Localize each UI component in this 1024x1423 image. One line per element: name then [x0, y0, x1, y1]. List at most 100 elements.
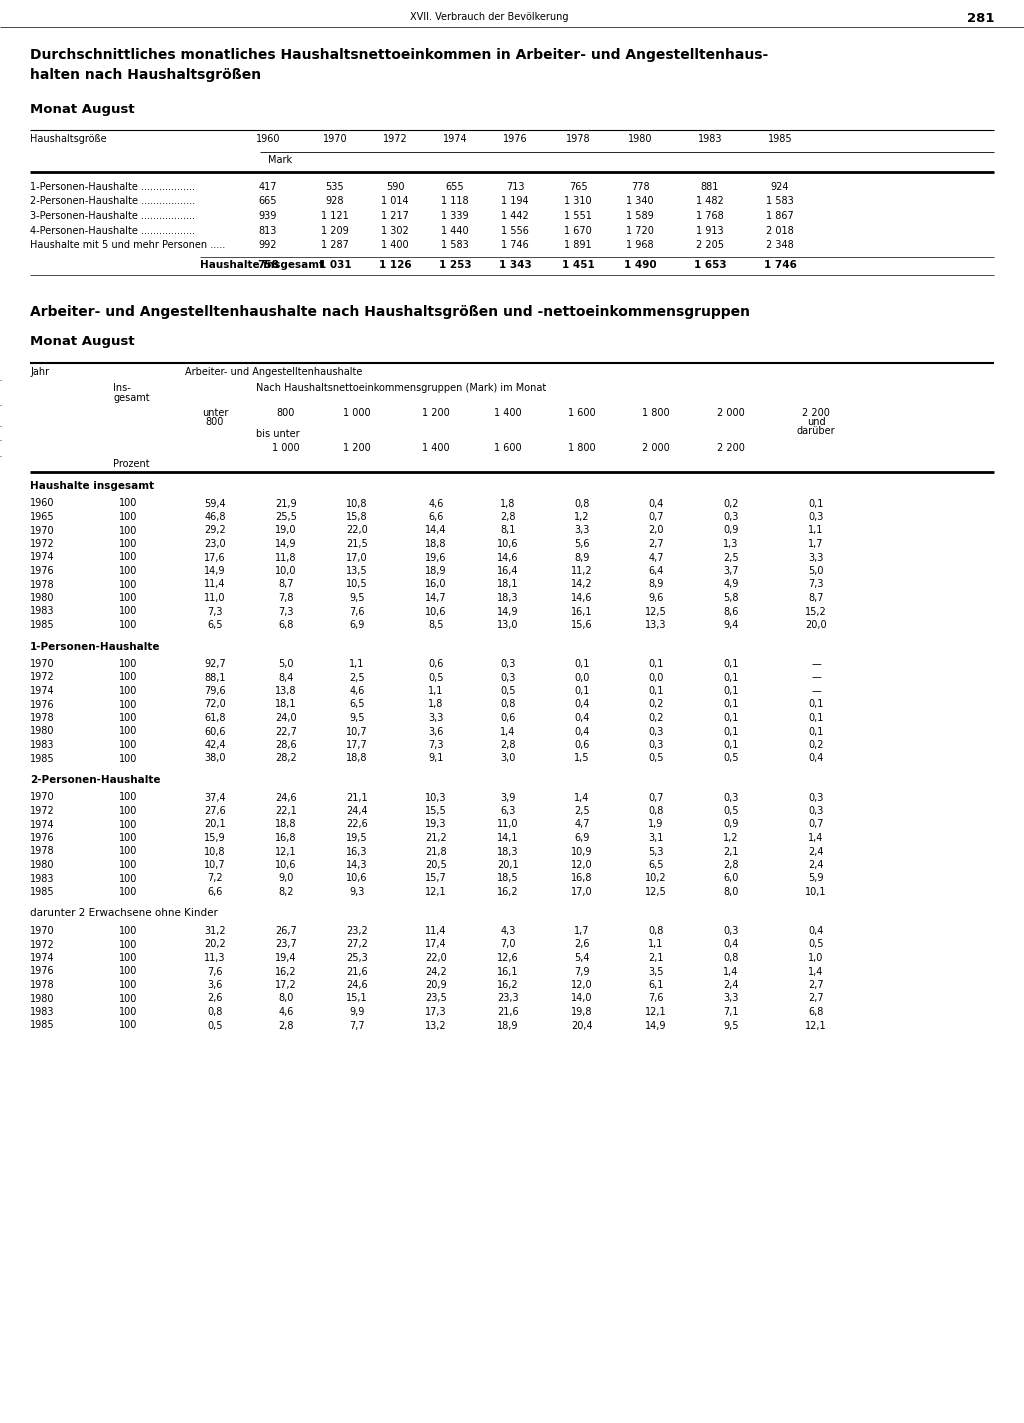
Text: 9,3: 9,3 [349, 887, 365, 896]
Text: 1985: 1985 [30, 887, 54, 896]
Text: 0,1: 0,1 [574, 659, 590, 669]
Text: 1 768: 1 768 [696, 211, 724, 221]
Text: 2,7: 2,7 [808, 993, 824, 1003]
Text: 100: 100 [119, 754, 137, 764]
Text: 1,1: 1,1 [428, 686, 443, 696]
Text: 22,0: 22,0 [346, 525, 368, 535]
Text: 37,4: 37,4 [204, 793, 226, 803]
Text: 7,9: 7,9 [574, 966, 590, 976]
Text: 1 000: 1 000 [272, 443, 300, 453]
Text: 2,0: 2,0 [648, 525, 664, 535]
Text: 12,0: 12,0 [571, 980, 593, 990]
Text: 24,6: 24,6 [275, 793, 297, 803]
Text: 0,8: 0,8 [648, 805, 664, 815]
Text: 100: 100 [119, 953, 137, 963]
Text: 10,0: 10,0 [275, 566, 297, 576]
Text: 100: 100 [119, 847, 137, 857]
Text: 8,6: 8,6 [723, 606, 738, 616]
Text: 0,5: 0,5 [501, 686, 516, 696]
Text: 18,8: 18,8 [275, 820, 297, 830]
Text: 1,4: 1,4 [808, 966, 823, 976]
Text: 20,0: 20,0 [805, 620, 826, 630]
Text: 2,8: 2,8 [501, 740, 516, 750]
Text: 939: 939 [259, 211, 278, 221]
Text: 18,3: 18,3 [498, 593, 519, 603]
Text: 2,8: 2,8 [723, 859, 738, 869]
Text: 1,5: 1,5 [574, 754, 590, 764]
Text: 16,3: 16,3 [346, 847, 368, 857]
Text: 1976: 1976 [503, 134, 527, 144]
Text: 20,4: 20,4 [571, 1020, 593, 1030]
Text: 1972: 1972 [383, 134, 408, 144]
Text: 0,1: 0,1 [808, 700, 823, 710]
Text: 1 867: 1 867 [766, 211, 794, 221]
Text: 7,6: 7,6 [207, 966, 223, 976]
Text: 0,4: 0,4 [808, 754, 823, 764]
Text: 0,4: 0,4 [723, 939, 738, 949]
Text: 24,0: 24,0 [275, 713, 297, 723]
Text: 1965: 1965 [30, 512, 54, 522]
Text: 72,0: 72,0 [204, 700, 226, 710]
Text: 11,0: 11,0 [204, 593, 225, 603]
Text: 3,6: 3,6 [207, 980, 222, 990]
Text: 0,3: 0,3 [648, 727, 664, 737]
Text: 1,4: 1,4 [808, 832, 823, 842]
Text: 2-Personen-Haushalte: 2-Personen-Haushalte [30, 776, 161, 785]
Text: Arbeiter- und Angestelltenhaushalte nach Haushaltsgrößen und -nettoeinkommensgru: Arbeiter- und Angestelltenhaushalte nach… [30, 305, 750, 319]
Text: 1,4: 1,4 [723, 966, 738, 976]
Text: 6,6: 6,6 [428, 512, 443, 522]
Text: 6,9: 6,9 [574, 832, 590, 842]
Text: 3,3: 3,3 [428, 713, 443, 723]
Text: 1980: 1980 [30, 859, 54, 869]
Text: 1 551: 1 551 [564, 211, 592, 221]
Text: 15,6: 15,6 [571, 620, 593, 630]
Text: 0,0: 0,0 [648, 673, 664, 683]
Text: 14,9: 14,9 [275, 539, 297, 549]
Text: 1985: 1985 [30, 754, 54, 764]
Text: 1 482: 1 482 [696, 196, 724, 206]
Text: 10,7: 10,7 [346, 727, 368, 737]
Text: 1983: 1983 [30, 874, 54, 884]
Text: 1974: 1974 [30, 686, 54, 696]
Text: 27,6: 27,6 [204, 805, 226, 815]
Text: 1980: 1980 [30, 993, 54, 1003]
Text: 13,3: 13,3 [645, 620, 667, 630]
Text: 14,4: 14,4 [425, 525, 446, 535]
Text: 1 302: 1 302 [381, 225, 409, 235]
Text: 7,3: 7,3 [279, 606, 294, 616]
Text: 8,7: 8,7 [808, 593, 823, 603]
Text: 15,2: 15,2 [805, 606, 826, 616]
Text: 0,8: 0,8 [723, 953, 738, 963]
Text: 100: 100 [119, 1007, 137, 1017]
Text: 0,7: 0,7 [648, 793, 664, 803]
Text: 1,4: 1,4 [501, 727, 516, 737]
Text: 20,2: 20,2 [204, 939, 226, 949]
Text: 14,9: 14,9 [645, 1020, 667, 1030]
Text: 11,8: 11,8 [275, 552, 297, 562]
Text: 800: 800 [206, 417, 224, 427]
Text: 16,1: 16,1 [498, 966, 519, 976]
Text: 0,3: 0,3 [808, 512, 823, 522]
Text: 11,0: 11,0 [498, 820, 519, 830]
Text: 3,1: 3,1 [648, 832, 664, 842]
Text: 17,6: 17,6 [204, 552, 226, 562]
Text: 6,1: 6,1 [648, 980, 664, 990]
Text: 1 720: 1 720 [626, 225, 654, 235]
Text: Haushaltsgröße: Haushaltsgröße [30, 134, 106, 144]
Text: 10,5: 10,5 [346, 579, 368, 589]
Text: 2,5: 2,5 [574, 805, 590, 815]
Text: 23,0: 23,0 [204, 539, 226, 549]
Text: 100: 100 [119, 673, 137, 683]
Text: 100: 100 [119, 727, 137, 737]
Text: 100: 100 [119, 793, 137, 803]
Text: 20,1: 20,1 [204, 820, 226, 830]
Text: 16,1: 16,1 [571, 606, 593, 616]
Text: 4,9: 4,9 [723, 579, 738, 589]
Text: 9,5: 9,5 [723, 1020, 738, 1030]
Text: 25,3: 25,3 [346, 953, 368, 963]
Text: 6,5: 6,5 [207, 620, 223, 630]
Text: 1 583: 1 583 [766, 196, 794, 206]
Text: 1 121: 1 121 [322, 211, 349, 221]
Text: 100: 100 [119, 525, 137, 535]
Text: 1 217: 1 217 [381, 211, 409, 221]
